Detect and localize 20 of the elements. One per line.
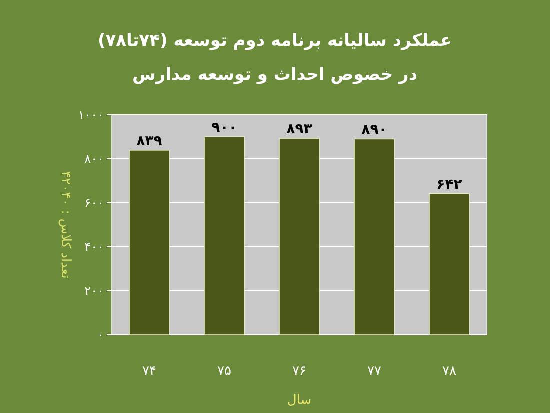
xtick: ۷۴ xyxy=(142,364,156,379)
ytick: ۱۰۰۰ xyxy=(78,108,104,122)
ylabel: تعداد کلاس : ۴۲۰۴۰ xyxy=(58,171,73,279)
xtick: ۷۷ xyxy=(368,364,382,379)
ytick: ۶۰۰ xyxy=(84,196,104,210)
xtick: ۷۸ xyxy=(442,364,456,379)
value-label: ۹۰۰ xyxy=(212,120,238,136)
title: عملکرد سالیانه برنامه دوم توسعه (۷۴تا۷۸) xyxy=(98,31,452,51)
xtick: ۷۶ xyxy=(292,364,306,379)
subtitle: در خصوص احداث و توسعه مدارس xyxy=(132,65,418,85)
value-label: ۸۳۹ xyxy=(136,133,162,150)
xtick: ۷۵ xyxy=(218,364,232,379)
value-label: ۸۹۳ xyxy=(286,122,312,138)
value-label: ۶۴۲ xyxy=(436,176,462,193)
ytick: ۸۰۰ xyxy=(84,152,104,166)
ytick: ۲۰۰ xyxy=(84,284,104,298)
ytick: ۴۰۰ xyxy=(84,240,104,254)
ytick: ۰ xyxy=(98,328,104,342)
value-label: ۸۹۰ xyxy=(362,122,388,138)
xlabel: سال xyxy=(287,393,312,408)
